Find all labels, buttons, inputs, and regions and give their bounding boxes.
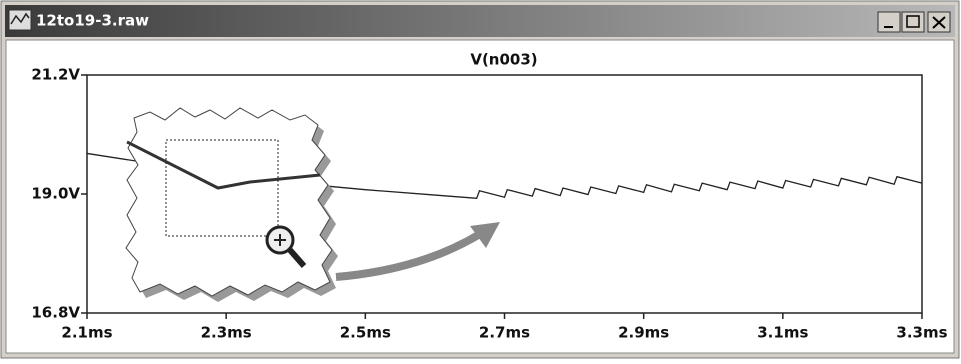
inset-curve: [126, 140, 321, 190]
x-tick-label: 2.9ms: [618, 324, 669, 342]
magnifier-handle: [287, 248, 307, 268]
x-tick-label: 2.3ms: [201, 324, 252, 342]
x-tick-label: 2.1ms: [61, 324, 112, 342]
zoom-box: [165, 139, 279, 237]
inset-paper: [125, 107, 333, 297]
maximize-glyph: [906, 15, 920, 28]
zoom-illustration: [125, 107, 338, 302]
x-tick-label: 3.1ms: [757, 324, 808, 342]
y-tick-label: 16.8V: [31, 304, 80, 322]
maximize-button[interactable]: [901, 11, 925, 33]
y-tick-label: 21.2V: [31, 66, 80, 84]
title-bar: [5, 5, 955, 37]
window-buttons: [877, 11, 951, 33]
window-title: 12to19-3.raw: [36, 12, 149, 30]
trace-label[interactable]: V(n003): [470, 51, 537, 69]
close-glyph: [932, 16, 946, 29]
y-tick-label: 19.0V: [31, 185, 80, 203]
arrow-head: [470, 222, 500, 248]
x-tick-label: 3.3ms: [896, 324, 947, 342]
arrow-shaft: [335, 230, 483, 281]
magnifier-plus: [274, 234, 286, 246]
trace: [86, 152, 923, 200]
x-tick-label: 2.7ms: [479, 324, 530, 342]
x-tick-label: 2.5ms: [340, 324, 391, 342]
minimize-button[interactable]: [877, 11, 901, 33]
plot-pane: [5, 39, 955, 354]
window-icon-glyph: [10, 12, 30, 25]
